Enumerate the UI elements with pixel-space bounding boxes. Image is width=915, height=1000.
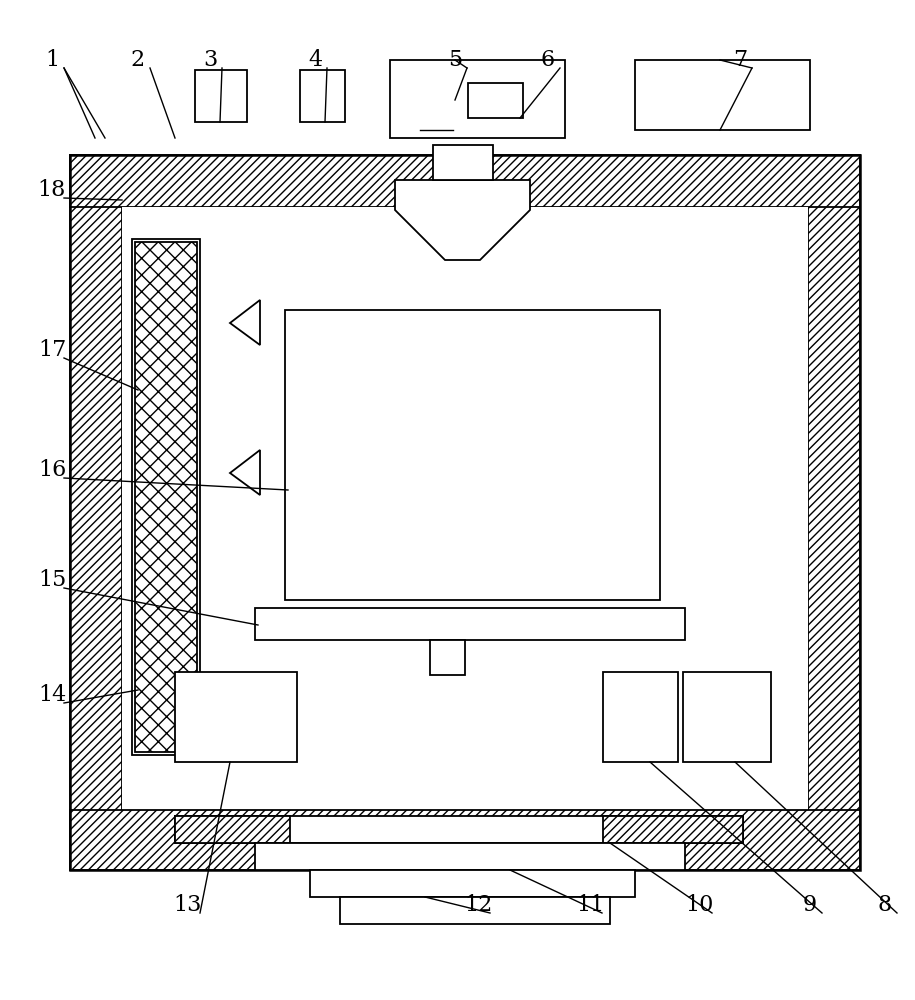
Text: 9: 9 [803, 894, 817, 916]
Bar [175, 672, 297, 762]
Bar [255, 608, 685, 640]
Bar [175, 816, 743, 843]
Bar [175, 816, 290, 843]
Bar [468, 83, 523, 118]
Bar [70, 818, 860, 870]
Bar [808, 155, 860, 870]
Text: 1: 1 [45, 49, 59, 71]
Bar [433, 145, 493, 180]
Bar [430, 640, 465, 675]
Text: 8: 8 [877, 894, 892, 916]
Polygon shape [230, 450, 260, 495]
Bar [603, 816, 743, 843]
Bar [70, 155, 860, 870]
Bar [390, 60, 565, 138]
Text: 11: 11 [576, 894, 604, 916]
Text: 18: 18 [38, 179, 66, 201]
Text: 4: 4 [308, 49, 322, 71]
Bar [683, 672, 771, 762]
Bar [70, 155, 122, 870]
Bar [132, 239, 200, 755]
Bar [70, 155, 860, 207]
Text: 12: 12 [464, 894, 492, 916]
Text: 10: 10 [686, 894, 715, 916]
Text: 16: 16 [38, 459, 66, 481]
Bar [135, 242, 197, 752]
Text: 17: 17 [38, 339, 66, 361]
Text: 15: 15 [38, 569, 66, 591]
Bar [255, 843, 685, 870]
Bar [122, 207, 808, 818]
Text: 5: 5 [448, 49, 462, 71]
Bar [285, 310, 660, 600]
Bar [340, 897, 610, 924]
Text: 7: 7 [733, 49, 747, 71]
Bar [310, 870, 635, 897]
Text: 6: 6 [541, 49, 555, 71]
Bar [635, 60, 810, 130]
Bar [70, 810, 860, 870]
Text: 14: 14 [38, 684, 66, 706]
Bar [195, 70, 247, 122]
Text: 3: 3 [203, 49, 217, 71]
Polygon shape [230, 300, 260, 345]
Polygon shape [395, 180, 530, 260]
Text: 13: 13 [174, 894, 202, 916]
Bar [300, 70, 345, 122]
Bar [603, 672, 678, 762]
Text: 2: 2 [131, 49, 145, 71]
